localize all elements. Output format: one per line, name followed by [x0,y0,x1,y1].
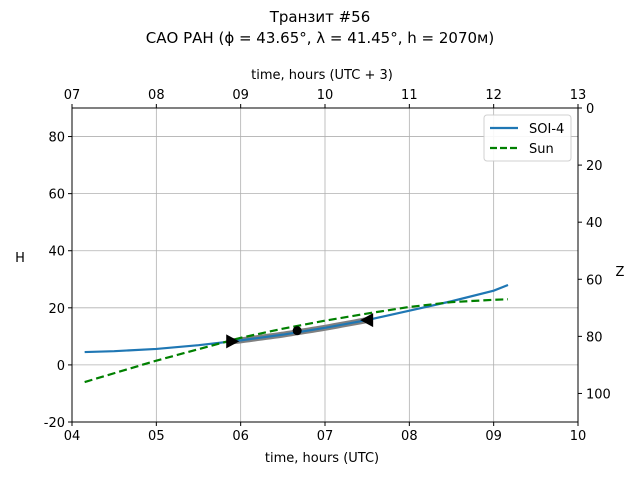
transit-mid-marker [292,326,302,336]
chart-subtitle: САО РАН (ϕ = 43.65°, λ = 41.45°, h = 207… [146,29,494,47]
x-top-tick-label: 09 [232,88,249,103]
x-top-tick-label: 13 [570,88,587,103]
x-top-tick-label: 08 [148,88,165,103]
y-right-tick-label: 100 [586,387,611,402]
x-tick-label: 06 [232,429,249,444]
legend-label-soi4: SOI-4 [529,122,564,137]
chart-title: Транзит #56 [269,8,371,26]
y-right-tick-label: 20 [586,159,603,174]
x-tick-label: 09 [485,429,502,444]
x-axis-top-label: time, hours (UTC + 3) [251,68,393,83]
x-tick-label: 10 [570,429,587,444]
y-right-tick-label: 40 [586,216,603,231]
y-right-tick-label: 0 [586,102,594,117]
x-tick-label: 05 [148,429,165,444]
y-tick-label: 60 [48,188,65,203]
x-tick-label: 08 [401,429,418,444]
y-tick-label: -20 [44,416,65,431]
y-tick-label: 0 [57,359,65,374]
legend: SOI-4 Sun [483,114,572,162]
y-right-tick-label: 80 [586,330,603,345]
x-top-tick-label: 11 [401,88,418,103]
transit-end-marker [360,313,374,328]
y-axis-right-label: Z [616,265,625,280]
legend-label-sun: Sun [529,142,554,157]
x-top-tick-label: 10 [317,88,334,103]
y-right-tick-label: 60 [586,273,603,288]
x-axis-label: time, hours (UTC) [265,451,379,466]
y-tick-label: 80 [48,131,65,146]
y-axis-label: H [15,251,25,266]
x-tick-label: 07 [317,429,334,444]
transit-start-marker [226,334,240,349]
x-tick-label: 04 [64,429,81,444]
y-tick-label: 20 [48,302,65,317]
series-line-soi4 [84,283,509,354]
plot-frame [71,107,579,423]
y-tick-label: 40 [48,245,65,260]
series-line-sun [84,298,509,384]
x-top-tick-label: 07 [64,88,81,103]
x-top-tick-label: 12 [485,88,502,103]
